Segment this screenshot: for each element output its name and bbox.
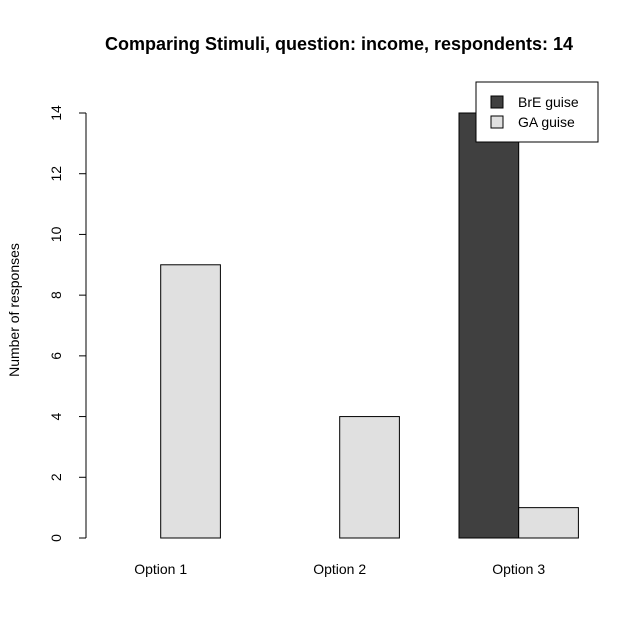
x-category-label: Option 1 (134, 561, 187, 577)
y-axis: 0 2 4 6 8 10 12 14 (48, 105, 87, 542)
bar-ga-guise-option-2 (339, 416, 400, 539)
legend-swatch (490, 115, 504, 129)
legend-box (475, 81, 599, 143)
y-tick-label: 14 (48, 105, 64, 121)
y-tick-label: 0 (48, 534, 64, 542)
y-tick-label: 6 (48, 352, 64, 360)
x-category-label: Option 2 (313, 561, 366, 577)
bar-ga-guise-option-1 (160, 264, 221, 539)
y-tick-label: 4 (48, 412, 64, 420)
legend-swatch (490, 95, 504, 109)
y-tick-label: 2 (48, 473, 64, 481)
y-tick-label: 10 (48, 226, 64, 242)
y-axis-label: Number of responses (6, 243, 22, 377)
bar-ga-guise-option-3 (518, 507, 579, 539)
bars (160, 112, 579, 539)
chart-title: Comparing Stimuli, question: income, res… (105, 34, 573, 54)
legend-label: GA guise (518, 114, 575, 130)
bar-bre-guise-option-3 (458, 112, 520, 539)
legend: BrE guise GA guise (475, 81, 599, 143)
legend-label: BrE guise (518, 94, 579, 110)
y-tick-label: 8 (48, 291, 64, 299)
y-tick-label: 12 (48, 166, 64, 182)
x-category-label: Option 3 (492, 561, 545, 577)
x-axis-labels: Option 1 Option 2 Option 3 (134, 561, 545, 577)
